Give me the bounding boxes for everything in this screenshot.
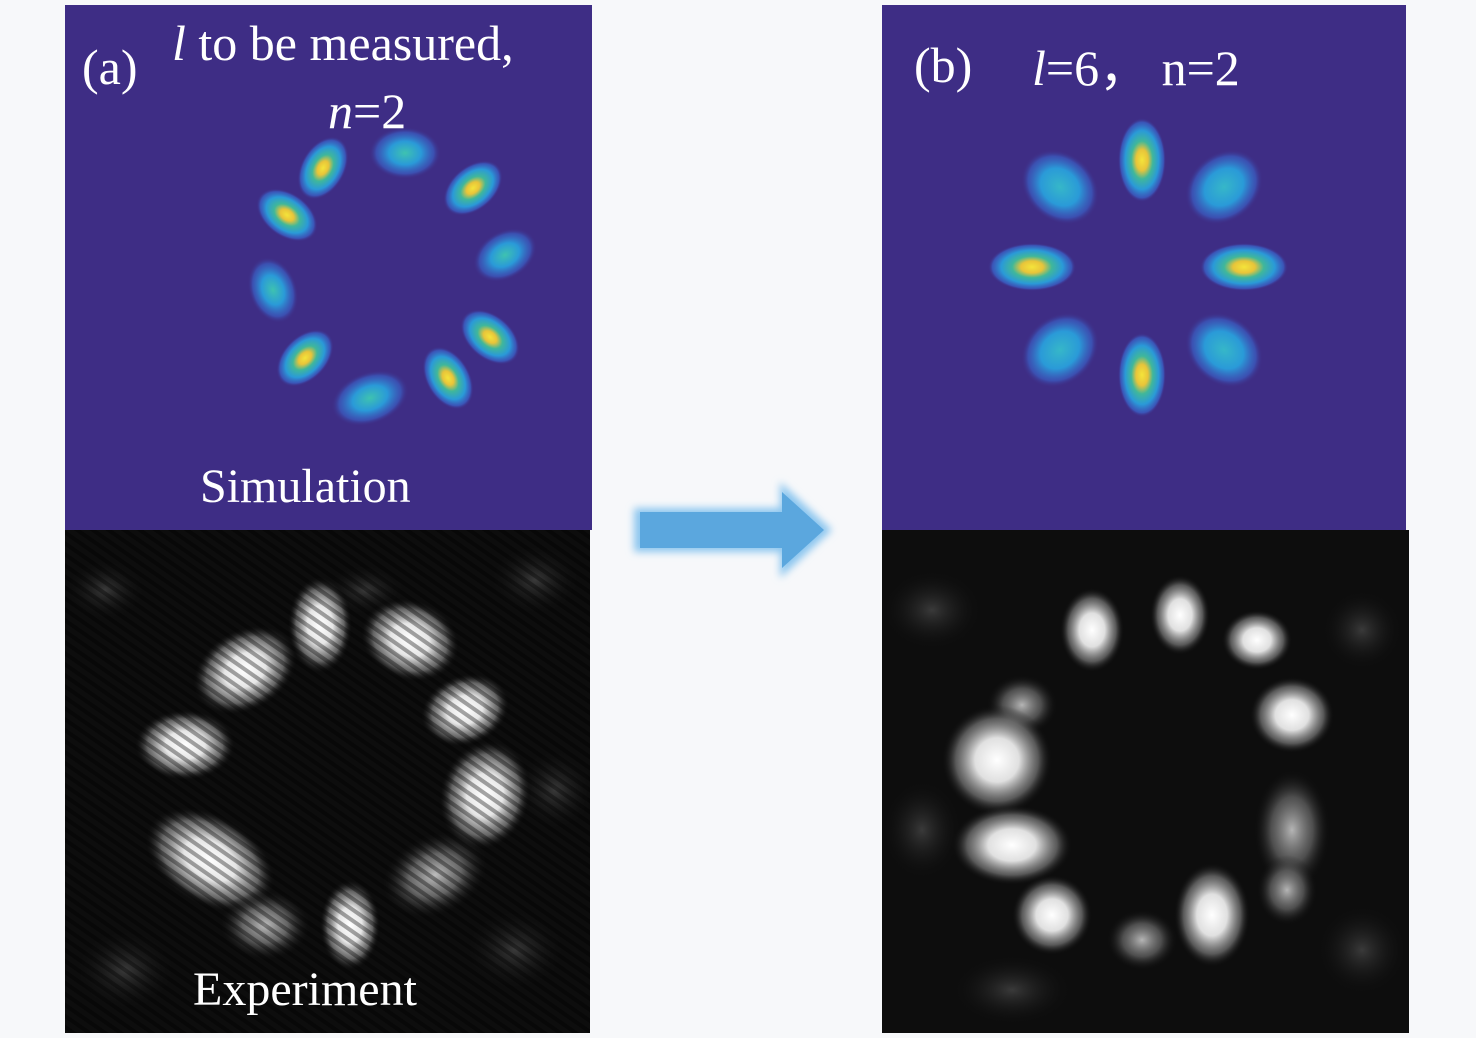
simulation-panel-b [882,5,1406,530]
experiment-caption: Experiment [193,963,417,1016]
simulation-caption: Simulation [200,460,411,513]
right-arrow-icon [634,482,832,578]
simulation-pattern-b [988,118,1288,417]
fringe-overlay-a [65,530,590,1033]
panel-a-title-text: to be measured, [185,15,514,71]
panel-b-tag: (b) [914,37,973,93]
panel-a-title-line1: l to be measured, [172,18,514,68]
panel-a-title-line2: n=2 [328,86,406,136]
panel-b-title-text: =6， n=2 [1045,40,1240,96]
experiment-panel-a [65,530,590,1033]
background-speckle-b [882,570,1407,1025]
symbol-l: l [172,15,186,71]
experiment-pattern-a [65,530,590,1033]
simulation-panel-a [65,5,592,530]
petal-ring-a [247,127,537,427]
simulation-pattern-a [247,127,537,427]
panel-b-title: l=6， n=2 [1032,43,1240,93]
petal-blobs-b [942,575,1334,970]
panel-a-tag: (a) [82,39,138,95]
experiment-panel-b [882,530,1409,1033]
symbol-n: n [328,83,353,139]
experiment-pattern-b [882,570,1407,1025]
panel-a-n-value: =2 [353,83,407,139]
symbol-l: l [1032,40,1046,96]
petal-ring-b [988,118,1288,417]
